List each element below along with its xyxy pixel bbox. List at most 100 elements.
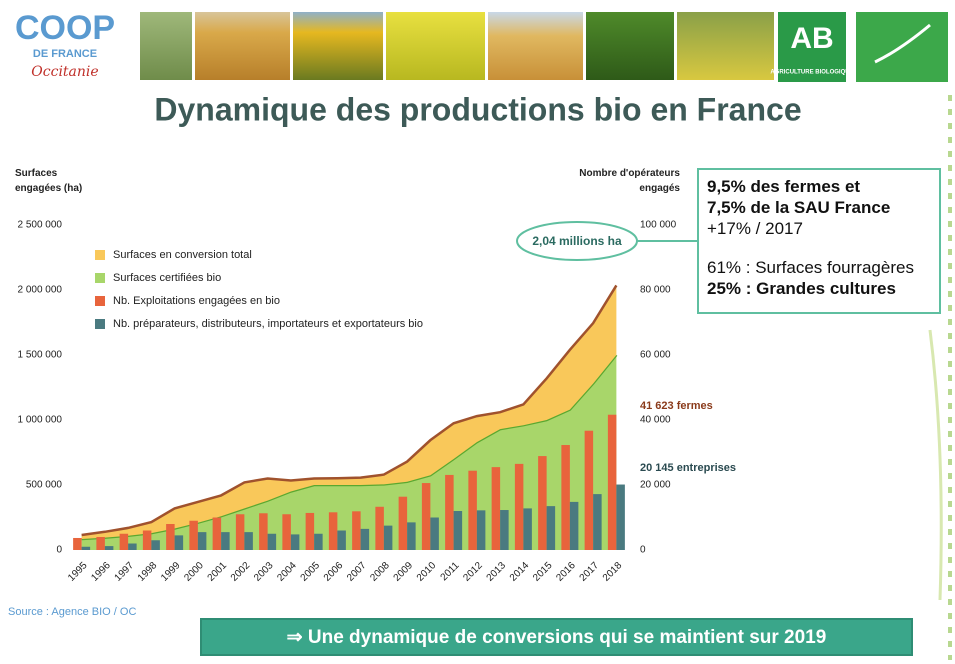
bar [454,511,463,550]
y-tick-label: 0 [56,545,62,556]
x-tick-label: 2018 [601,560,625,584]
bar [143,531,152,551]
y-tick-label: 2 000 000 [18,285,63,296]
x-tick-label: 2016 [554,560,578,584]
y2-tick-label: 40 000 [640,415,671,426]
bar [291,534,300,550]
bar [515,464,524,550]
bar [430,518,439,551]
bar [361,529,370,550]
bar [384,526,393,550]
bar [593,494,602,550]
bar [616,485,625,550]
logo-name: COOP [15,9,115,47]
x-tick-label: 2001 [206,560,230,584]
bar [538,456,547,550]
x-tick-label: 2008 [368,560,392,584]
photo [586,12,674,80]
bar [236,514,245,550]
bar [337,531,346,551]
x-tick-label: 2013 [485,560,509,584]
bar [259,513,268,550]
info-line: 9,5% des fermes et [707,176,931,197]
x-tick-label: 2017 [578,560,602,584]
bar [561,445,570,550]
bar [282,514,291,550]
bar [198,532,207,550]
bar [105,546,114,550]
x-tick-label: 2005 [299,560,323,584]
bar [128,544,137,551]
annotation: 2,04 millions ha [532,234,622,248]
x-tick-label: 2012 [461,560,485,584]
x-tick-label: 2014 [508,560,532,584]
x-tick-label: 2011 [439,560,462,583]
chart-title: Dynamique des productions bio en France [154,91,801,127]
photo [195,12,290,80]
bar [166,524,175,550]
legend-label: Nb. Exploitations engagées en bio [113,295,280,307]
bar [329,512,338,550]
bar [306,513,315,550]
logo-region: Occitanie [31,64,98,80]
x-tick-label: 2009 [392,560,416,584]
x-tick-label: 2006 [322,560,346,584]
bar [244,532,253,550]
bar [407,522,416,550]
bar [73,538,82,550]
y2-tick-label: 80 000 [640,285,671,296]
legend-label: Surfaces certifiées bio [113,272,221,284]
x-tick-label: 2004 [275,560,299,584]
y-axis-label: Surfaces engagées (ha) [15,166,105,196]
legend-swatch [95,273,105,283]
x-tick-label: 1996 [89,560,113,584]
legend-label: Nb. préparateurs, distributeurs, importa… [113,318,423,330]
bar [445,475,454,550]
photo [488,12,583,80]
bar [523,508,532,550]
bar [352,511,361,550]
legend-swatch [95,296,105,306]
logo-sub: DE FRANCE [33,48,97,60]
bar [120,534,129,550]
bar [500,510,509,550]
bar [570,502,579,550]
bar [585,431,594,550]
x-tick-label: 1995 [66,560,90,584]
bar [96,537,105,550]
y-tick-label: 2 500 000 [18,220,63,231]
bar [492,467,501,550]
page: AB AGRICULTURE BIOLOGIQUE COOP DE FRANCE… [0,0,955,664]
annotation: 41 623 fermes [640,400,713,412]
bar [151,540,160,550]
source: Source : Agence BIO / OC [8,606,136,618]
bar [547,506,556,550]
y2-axis-label: Nombre d'opérateurs engagés [560,166,680,196]
y2-tick-label: 0 [640,545,646,556]
legend-swatch [95,319,105,329]
bar [189,521,198,550]
x-tick-label: 2000 [182,560,206,584]
info-line: 61% : Surfaces fourragères [707,257,931,278]
info-line: 7,5% de la SAU France [707,197,931,218]
x-tick-label: 2010 [415,560,439,584]
legend-swatch [95,250,105,260]
banner: ⇒ Une dynamique de conversions qui se ma… [200,618,913,656]
photo [386,12,485,80]
y-tick-label: 500 000 [26,480,63,491]
bar [175,535,184,550]
x-tick-label: 1999 [159,560,183,584]
bar [468,471,477,550]
bar [314,534,323,550]
ab-caption: AGRICULTURE BIOLOGIQUE [770,70,853,76]
legend-label: Surfaces en conversion total [113,249,252,261]
bar [221,532,230,550]
annotation: 20 145 entreprises [640,462,736,474]
y2-tick-label: 100 000 [640,220,677,231]
bar [375,507,384,550]
ab-logo-text: AB [790,22,833,55]
chart: AB AGRICULTURE BIOLOGIQUE COOP DE FRANCE… [0,0,955,664]
bar [477,510,486,550]
x-tick-label: 1997 [113,560,137,584]
bar [608,415,617,550]
